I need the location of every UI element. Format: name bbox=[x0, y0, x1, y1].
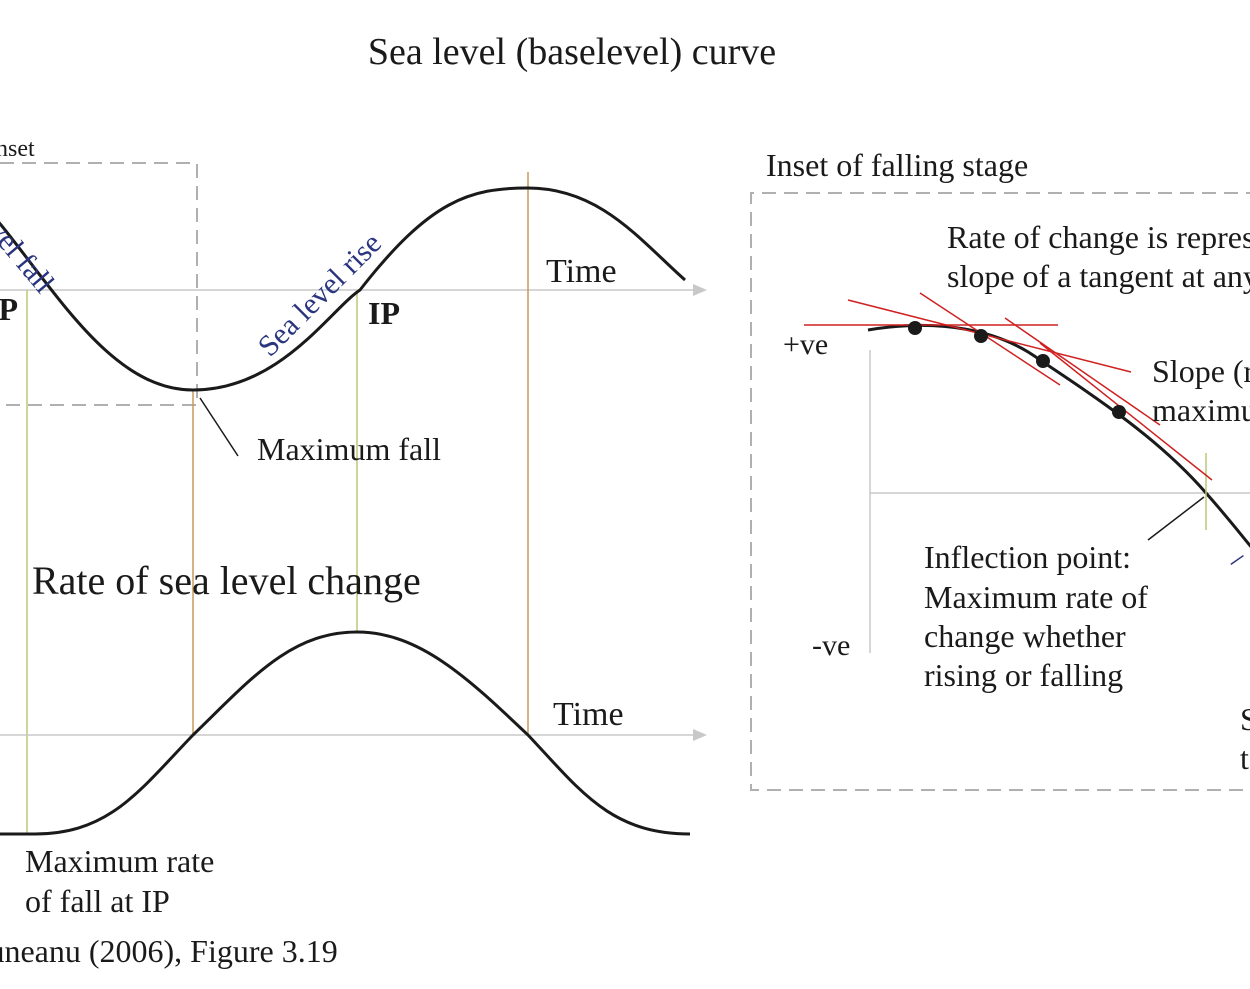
tangent-4 bbox=[1004, 317, 1161, 426]
tangent-3 bbox=[919, 292, 1061, 386]
tangent-points bbox=[908, 321, 1126, 419]
tangent-2 bbox=[847, 299, 1132, 373]
ip-label-left: IP bbox=[0, 291, 18, 327]
lower-time-label: Time bbox=[553, 696, 624, 733]
inset-panel-title: Inset of falling stage bbox=[766, 147, 1028, 183]
bottom-label-line1: Sea level fall bbox=[1240, 701, 1250, 737]
rate-explanation-line2: slope of a tangent at any point bbox=[947, 258, 1250, 294]
rate-explanation-line1: Rate of change is represented by the bbox=[947, 219, 1250, 255]
inflection-label-line4: rising or falling bbox=[924, 657, 1123, 693]
slope-label-line2: maximum at IP bbox=[1152, 392, 1250, 428]
sea-level-curve bbox=[0, 186, 686, 392]
inset-panel-frame bbox=[750, 192, 1250, 791]
bottom-label-line2: tangent bbox=[1240, 740, 1250, 776]
upper-time-label: Time bbox=[546, 253, 617, 290]
max-fall-label: Maximum fall bbox=[257, 431, 441, 467]
inflection-label-line2: Maximum rate of bbox=[924, 579, 1148, 615]
max-fall-pointer bbox=[199, 397, 239, 457]
diagram-title: Sea level (baselevel) curve bbox=[368, 31, 776, 73]
citation: Catuneanu (2006), Figure 3.19 bbox=[0, 933, 338, 969]
tangent-point-3 bbox=[1036, 354, 1050, 368]
minus-ve-label: -ve bbox=[812, 629, 850, 662]
max-rate-label-line1: Maximum rate bbox=[25, 843, 214, 879]
plus-ve-label: +ve bbox=[783, 328, 828, 361]
tangent-point-2 bbox=[974, 329, 988, 343]
tangent-lines bbox=[804, 292, 1213, 481]
tangent-point-4 bbox=[1112, 405, 1126, 419]
inflection-label-line1: Inflection point: bbox=[924, 539, 1131, 575]
ip-label-right: IP bbox=[368, 295, 400, 331]
max-rate-label-line2: of fall at IP bbox=[25, 883, 170, 919]
slope-label-line1: Slope (rate of change) bbox=[1152, 353, 1250, 389]
inset-blue-mark: – bbox=[1219, 540, 1250, 577]
inset-label: Inset bbox=[0, 136, 35, 162]
inflection-label-line3: change whether bbox=[924, 618, 1126, 654]
tangent-point-1 bbox=[908, 321, 922, 335]
inset-frame bbox=[0, 162, 198, 406]
rate-of-change-curve bbox=[0, 630, 691, 836]
inflection-pointer bbox=[1147, 496, 1205, 541]
rate-section-title: Rate of sea level change bbox=[32, 558, 421, 603]
sea-level-fall-label: Sea level fall bbox=[0, 158, 61, 299]
tangent-5 bbox=[1039, 342, 1213, 481]
